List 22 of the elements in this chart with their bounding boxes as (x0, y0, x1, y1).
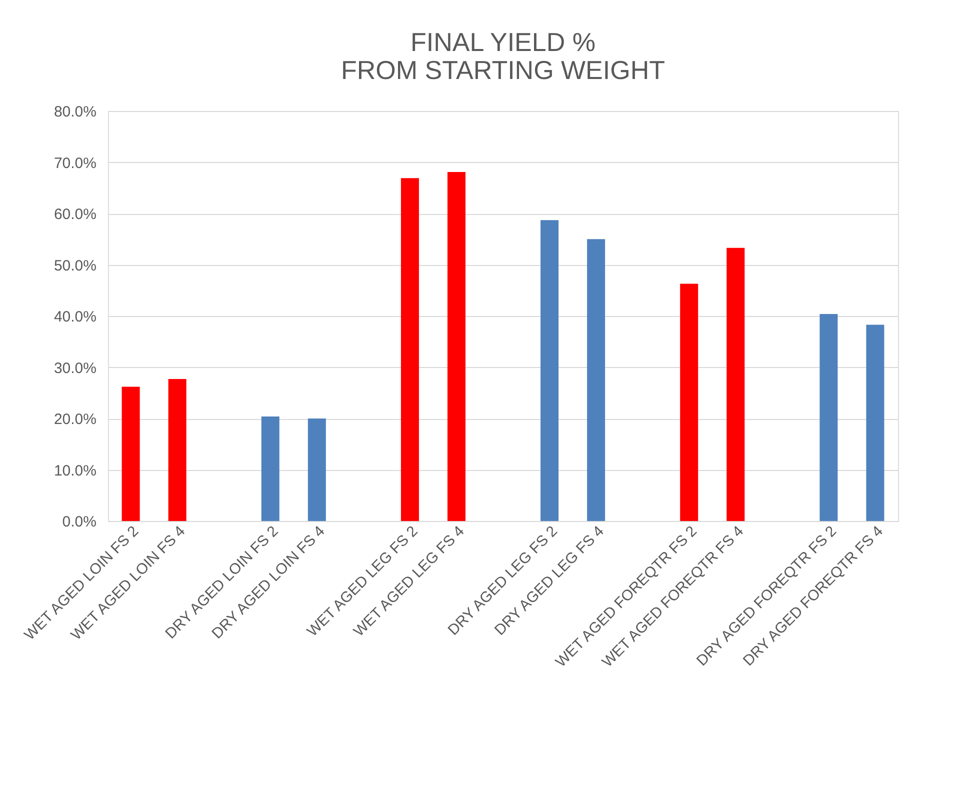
y-tick-label: 10.0% (54, 462, 96, 480)
bar (122, 386, 140, 521)
y-tick-label: 0.0% (62, 514, 96, 530)
y-tick-label: 30.0% (54, 360, 96, 377)
chart-title: FINAL YIELD % FROM STARTING WEIGHT (340, 27, 666, 85)
bar (308, 418, 326, 521)
bar (447, 172, 466, 521)
bar (680, 284, 698, 521)
bar (866, 324, 884, 521)
bar (168, 379, 186, 521)
y-tick-label: 20.0% (54, 411, 96, 428)
y-tick-label: 70.0% (54, 154, 96, 172)
y-tick-label: 60.0% (54, 206, 96, 223)
y-tick-label: 80.0% (54, 104, 96, 120)
y-tick-label: 40.0% (54, 308, 96, 326)
bar (587, 239, 606, 521)
bar (726, 248, 745, 521)
bar (400, 178, 419, 521)
bar (540, 220, 559, 521)
bar (261, 416, 280, 521)
bar (820, 314, 838, 521)
y-tick-label: 50.0% (54, 257, 96, 274)
